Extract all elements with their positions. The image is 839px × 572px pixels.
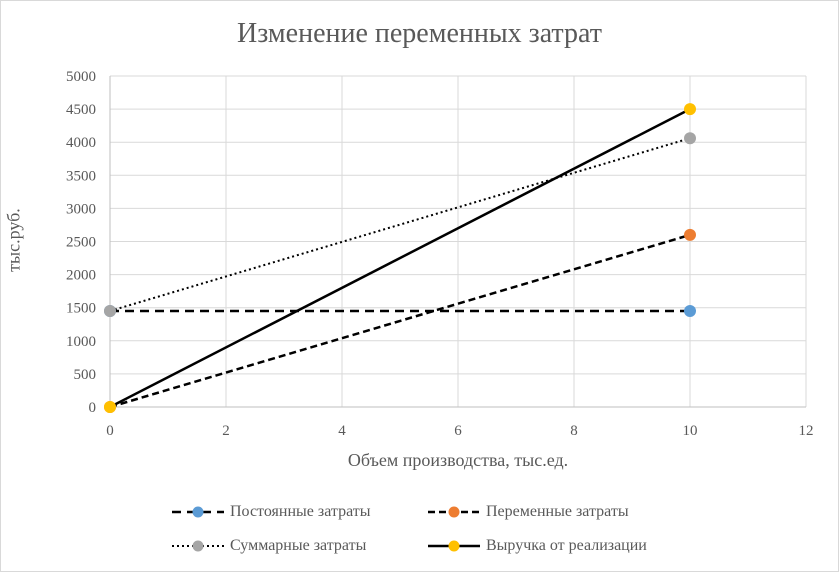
series-line-3: [109, 107, 691, 409]
legend-label-revenue: Выручка от реализации: [486, 537, 647, 554]
legend-item-variable-costs: Переменные затраты: [426, 500, 629, 524]
legend-item-fixed-costs: Постоянные затраты: [170, 500, 371, 524]
x-tick-label: 8: [570, 423, 578, 439]
x-tick-label: 10: [683, 423, 698, 439]
x-tick-label: 4: [338, 423, 346, 439]
series-point-1: [684, 228, 696, 241]
y-tick-label: 500: [74, 367, 97, 383]
y-tick-label: 4500: [66, 102, 96, 118]
y-tick-label: 2500: [66, 235, 96, 251]
chart-title: Изменение переменных затрат: [237, 18, 602, 49]
legend-item-total-costs: Суммарные затраты: [170, 534, 366, 558]
legend-swatch-fixed: [172, 506, 224, 518]
legend-item-revenue: Выручка от реализации: [426, 534, 647, 558]
legend-swatch-variable: [428, 506, 480, 518]
x-axis-label: Объем производства, тыс.ед.: [347, 450, 569, 470]
legend-label-total: Суммарные затраты: [230, 537, 367, 554]
series-point-2: [104, 305, 116, 318]
series-point-3: [104, 401, 116, 413]
series-point-2: [684, 132, 696, 145]
series-line-1: [109, 233, 691, 409]
y-tick-label: 1500: [66, 301, 96, 317]
y-tick-label: 2000: [66, 268, 96, 284]
legend-label-variable: Переменные затраты: [486, 503, 629, 520]
series-point-0: [684, 305, 696, 318]
y-tick-label: 3000: [66, 201, 96, 217]
x-tick-label: 2: [222, 423, 230, 439]
series-point-3: [684, 103, 696, 116]
legend-label-fixed: Постоянные затраты: [230, 503, 371, 520]
y-tick-label: 1000: [66, 334, 96, 350]
x-tick-label: 12: [799, 423, 814, 439]
x-tick-label: 0: [106, 423, 114, 439]
y-tick-label: 4000: [66, 135, 96, 151]
y-tick-label: 0: [89, 400, 97, 416]
y-tick-label: 5000: [66, 69, 96, 85]
legend-swatch-revenue: [428, 540, 480, 552]
legend-swatch-total: [172, 540, 224, 552]
y-tick-label: 3500: [66, 168, 96, 184]
x-tick-label: 6: [454, 423, 462, 439]
series-line-2: [109, 137, 691, 312]
legend: Постоянные затраты Переменные затраты Су…: [170, 500, 730, 560]
